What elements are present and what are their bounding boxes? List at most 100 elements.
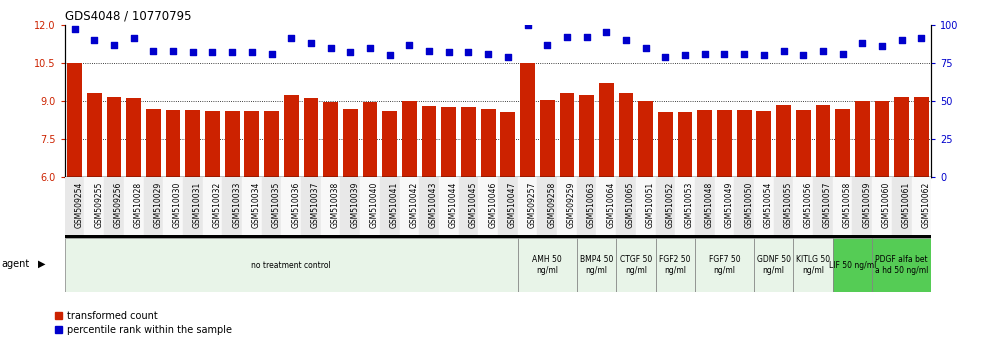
- Bar: [757, 111, 771, 177]
- Bar: [774, 177, 794, 235]
- Bar: [481, 108, 496, 177]
- Bar: [222, 177, 242, 235]
- Bar: [421, 106, 436, 177]
- Text: GDNF 50
ng/ml: GDNF 50 ng/ml: [757, 256, 791, 275]
- Bar: [580, 95, 594, 177]
- Text: GSM510055: GSM510055: [784, 182, 793, 228]
- Text: BMP4 50
ng/ml: BMP4 50 ng/ml: [580, 256, 614, 275]
- Point: [874, 43, 890, 49]
- Bar: [304, 98, 319, 177]
- Bar: [853, 177, 872, 235]
- Bar: [419, 177, 439, 235]
- Text: GSM510051: GSM510051: [645, 182, 654, 228]
- Bar: [914, 97, 929, 177]
- Point: [283, 36, 299, 41]
- Bar: [262, 177, 281, 235]
- Text: AMH 50
ng/ml: AMH 50 ng/ml: [532, 256, 562, 275]
- Text: ▶: ▶: [38, 259, 46, 269]
- Text: GSM510062: GSM510062: [921, 182, 930, 228]
- Bar: [635, 177, 655, 235]
- Point: [323, 45, 339, 50]
- Text: GSM509255: GSM509255: [95, 182, 104, 228]
- Point: [619, 37, 634, 43]
- Bar: [498, 177, 518, 235]
- Text: GSM510029: GSM510029: [153, 182, 162, 228]
- Point: [677, 52, 693, 58]
- Bar: [619, 93, 633, 177]
- Bar: [754, 238, 794, 292]
- Point: [303, 40, 319, 46]
- Bar: [185, 110, 200, 177]
- Point: [125, 36, 141, 41]
- Text: GSM510060: GSM510060: [882, 182, 891, 228]
- Bar: [363, 102, 377, 177]
- Text: GSM510061: GSM510061: [901, 182, 910, 228]
- Bar: [617, 177, 635, 235]
- Bar: [478, 177, 498, 235]
- Text: FGF2 50
ng/ml: FGF2 50 ng/ml: [659, 256, 691, 275]
- Bar: [695, 238, 754, 292]
- Bar: [658, 112, 672, 177]
- Text: GSM510031: GSM510031: [193, 182, 202, 228]
- Bar: [813, 177, 833, 235]
- Point: [559, 34, 575, 40]
- Bar: [675, 177, 695, 235]
- Bar: [399, 177, 419, 235]
- Text: GSM510054: GSM510054: [764, 182, 773, 228]
- Text: GSM510053: GSM510053: [685, 182, 694, 228]
- Bar: [183, 177, 202, 235]
- Bar: [715, 177, 734, 235]
- Text: GSM509254: GSM509254: [75, 182, 84, 228]
- Bar: [540, 99, 555, 177]
- Point: [224, 49, 240, 55]
- Point: [185, 49, 201, 55]
- Legend: transformed count, percentile rank within the sample: transformed count, percentile rank withi…: [55, 311, 232, 335]
- Bar: [244, 111, 259, 177]
- Bar: [85, 177, 105, 235]
- Bar: [891, 177, 911, 235]
- Bar: [264, 111, 279, 177]
- Bar: [836, 108, 850, 177]
- Bar: [441, 107, 456, 177]
- Bar: [776, 105, 791, 177]
- Text: GSM509258: GSM509258: [547, 182, 556, 228]
- Point: [893, 37, 909, 43]
- Text: GSM510033: GSM510033: [232, 182, 241, 228]
- Bar: [577, 238, 617, 292]
- Point: [637, 45, 653, 50]
- Text: GSM510034: GSM510034: [252, 182, 261, 228]
- Bar: [796, 110, 811, 177]
- Bar: [225, 111, 239, 177]
- Point: [106, 42, 122, 47]
- Bar: [794, 238, 833, 292]
- Bar: [816, 105, 831, 177]
- Point: [204, 49, 220, 55]
- Bar: [107, 97, 122, 177]
- Text: GSM510064: GSM510064: [607, 182, 616, 228]
- Bar: [518, 238, 577, 292]
- Point: [579, 34, 595, 40]
- Bar: [638, 101, 653, 177]
- Text: GSM510035: GSM510035: [272, 182, 281, 228]
- Text: KITLG 50
ng/ml: KITLG 50 ng/ml: [796, 256, 830, 275]
- Point: [716, 51, 732, 57]
- Text: GSM509257: GSM509257: [528, 182, 537, 228]
- Text: GSM509256: GSM509256: [114, 182, 123, 228]
- Text: GSM510028: GSM510028: [133, 182, 142, 228]
- Bar: [833, 238, 872, 292]
- Bar: [143, 177, 163, 235]
- Bar: [382, 111, 397, 177]
- Bar: [754, 177, 774, 235]
- Text: CTGF 50
ng/ml: CTGF 50 ng/ml: [620, 256, 652, 275]
- Bar: [361, 177, 379, 235]
- Bar: [560, 93, 575, 177]
- Point: [815, 48, 831, 53]
- Point: [343, 49, 359, 55]
- Point: [776, 48, 792, 53]
- Bar: [205, 111, 220, 177]
- Bar: [65, 238, 518, 292]
- Text: GSM510049: GSM510049: [724, 182, 733, 228]
- Point: [913, 36, 929, 41]
- Text: FGF7 50
ng/ml: FGF7 50 ng/ml: [709, 256, 740, 275]
- Text: agent: agent: [1, 259, 29, 269]
